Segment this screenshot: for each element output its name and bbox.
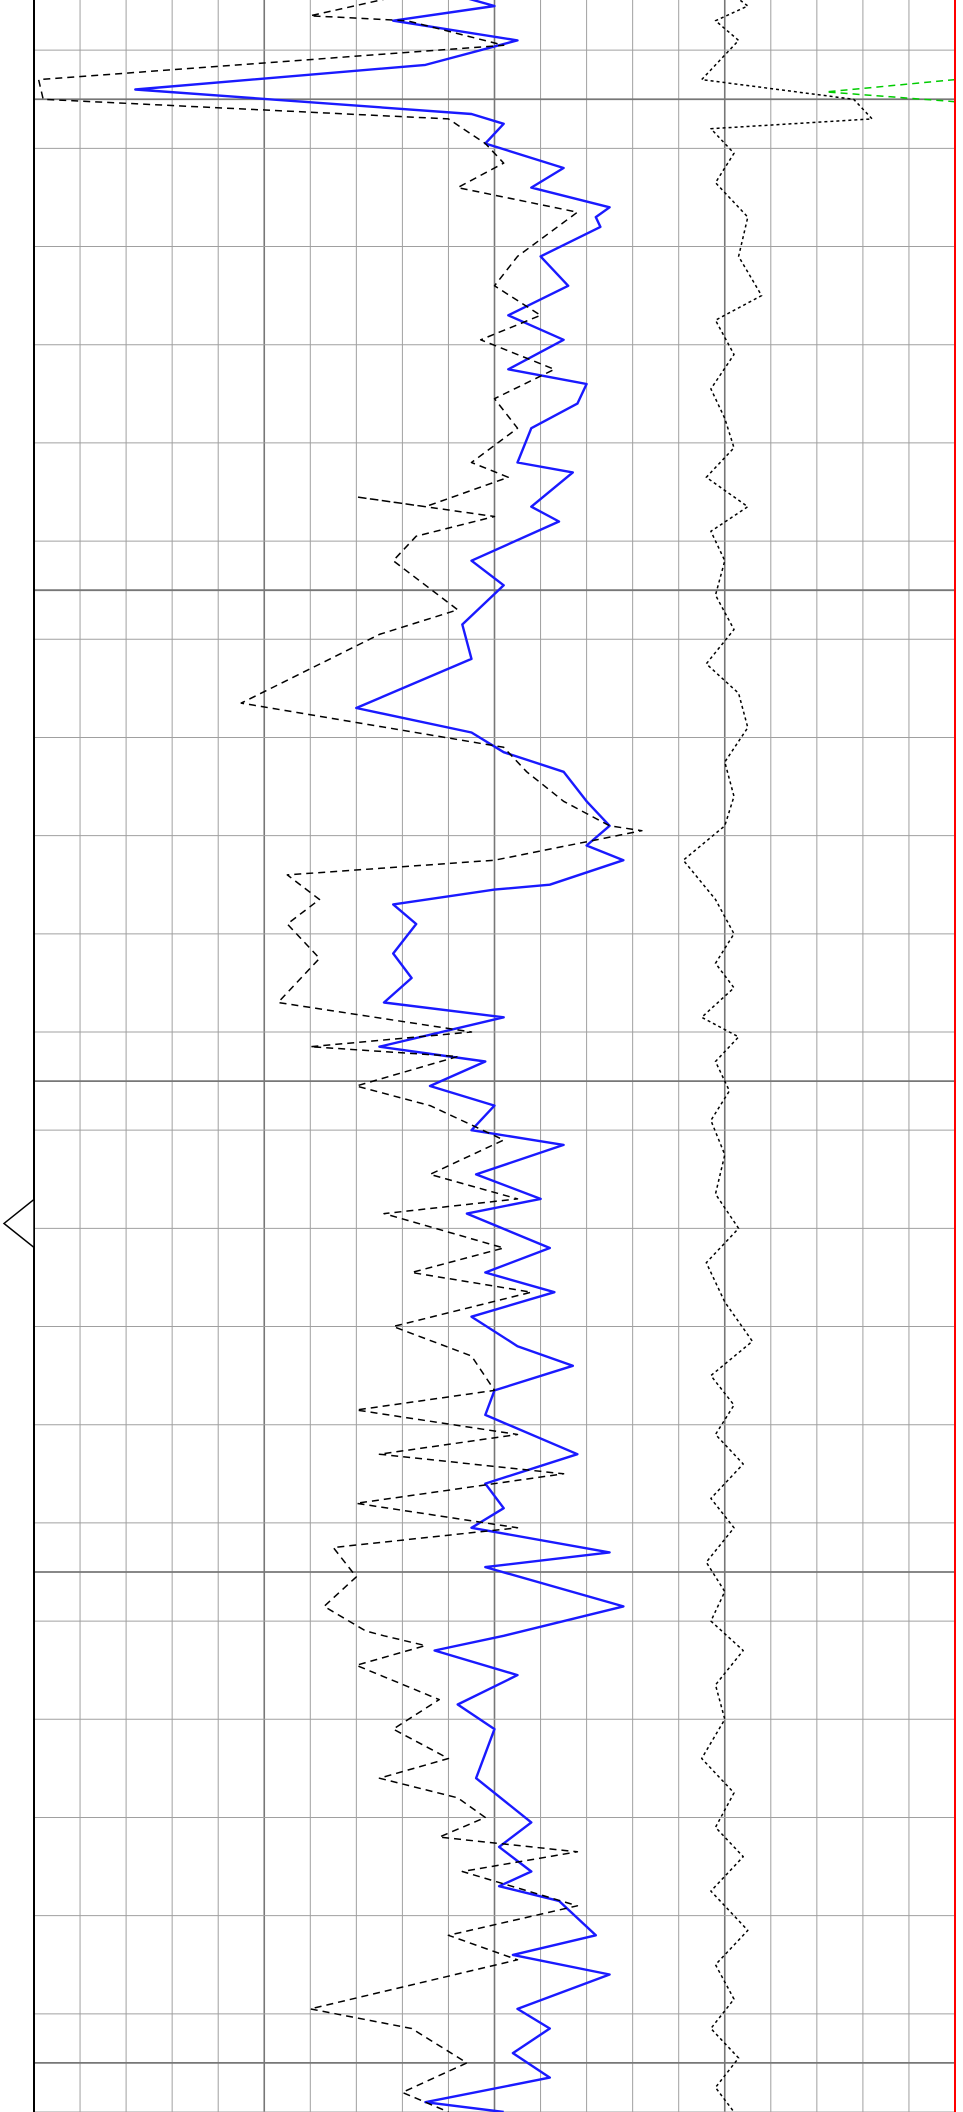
curve-dashed bbox=[37, 0, 643, 2112]
depth-marker-triangle[interactable] bbox=[2, 1197, 35, 1250]
grid bbox=[34, 0, 955, 2112]
curve-dotted bbox=[682, 0, 873, 2112]
curves bbox=[37, 0, 956, 2112]
curve-solid-blue bbox=[134, 0, 625, 2112]
